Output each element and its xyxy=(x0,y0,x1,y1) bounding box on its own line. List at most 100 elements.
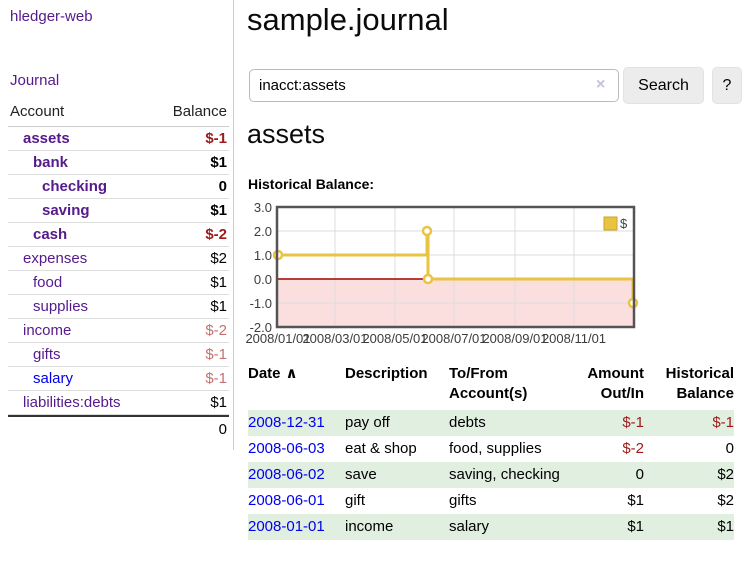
transaction-amount: $-1 xyxy=(622,414,644,431)
transaction-accounts: saving, checking xyxy=(449,466,560,483)
account-row-bank: bank $1 xyxy=(8,151,229,175)
chart-border xyxy=(275,205,636,329)
transaction-date-link[interactable]: 2008-06-01 xyxy=(248,492,325,509)
register-table: Date ∧ Description To/From Account(s) Amo… xyxy=(248,362,734,540)
register-row: 2008-06-02 save saving, checking 0 $2 xyxy=(248,462,734,488)
account-balance: $1 xyxy=(210,298,227,315)
account-column-header: Account xyxy=(10,103,65,120)
page-title: sample.journal xyxy=(247,2,449,37)
svg-text:2008/05/01: 2008/05/01 xyxy=(362,331,427,346)
account-balance: $-1 xyxy=(205,346,227,363)
svg-text:2.0: 2.0 xyxy=(254,224,272,239)
search-input[interactable] xyxy=(249,69,619,102)
svg-text:2008/03/01: 2008/03/01 xyxy=(302,331,367,346)
svg-text:2008/11/01: 2008/11/01 xyxy=(542,331,606,346)
transaction-accounts: gifts xyxy=(449,492,477,509)
account-link[interactable]: income xyxy=(23,322,72,339)
account-row-liabilities-debts: liabilities:debts $1 xyxy=(8,391,229,415)
sidebar-divider xyxy=(233,0,234,450)
account-link[interactable]: saving xyxy=(42,202,90,219)
chart-legend-swatch xyxy=(603,216,618,231)
date-header-label: Date xyxy=(248,365,281,382)
transaction-description: eat & shop xyxy=(345,440,417,457)
account-balance: $-1 xyxy=(205,370,227,387)
transaction-description: save xyxy=(345,466,377,483)
account-link[interactable]: liabilities:debts xyxy=(23,394,121,411)
transaction-accounts: salary xyxy=(449,518,490,535)
transaction-date-link[interactable]: 2008-06-02 xyxy=(248,466,325,483)
balance-column-header: Balance xyxy=(172,103,227,120)
search-button[interactable]: Search xyxy=(623,67,704,104)
transaction-amount: 0 xyxy=(635,466,644,483)
transaction-balance: 0 xyxy=(725,440,734,457)
transaction-balance: $2 xyxy=(717,492,734,509)
account-link[interactable]: salary xyxy=(33,370,74,387)
svg-text:-2.0: -2.0 xyxy=(250,320,272,335)
chart-x-ticks: 2008/01/01 2008/03/01 2008/05/01 2008/07… xyxy=(245,331,606,346)
transaction-date-link[interactable]: 2008-06-03 xyxy=(248,440,325,457)
account-balance: $1 xyxy=(210,154,227,171)
transaction-amount: $-2 xyxy=(622,440,644,457)
transaction-date-link[interactable]: 2008-01-01 xyxy=(248,518,325,535)
register-header-row: Date ∧ Description To/From Account(s) Amo… xyxy=(248,362,734,410)
chart-title: Historical Balance: xyxy=(248,176,375,192)
svg-text:0.0: 0.0 xyxy=(254,272,272,287)
transaction-balance: $1 xyxy=(717,518,734,535)
account-total-value: 0 xyxy=(218,421,227,438)
account-balance: $2 xyxy=(210,250,227,267)
transaction-accounts: food, supplies xyxy=(449,440,542,457)
account-row-food: food $1 xyxy=(8,271,229,295)
account-row-cash: cash $-2 xyxy=(8,223,229,247)
register-row: 2008-06-01 gift gifts $1 $2 xyxy=(248,488,734,514)
account-link[interactable]: gifts xyxy=(33,346,61,363)
transaction-description: gift xyxy=(345,492,366,509)
chart-y-ticks: 3.0 2.0 1.0 0.0 -1.0 -2.0 xyxy=(250,200,272,335)
account-table-header: Account Balance xyxy=(8,100,229,127)
account-row-supplies: supplies $1 xyxy=(8,295,229,319)
account-row-assets: assets $-1 xyxy=(8,127,229,151)
svg-text:1.0: 1.0 xyxy=(254,248,272,263)
brand-link[interactable]: hledger-web xyxy=(10,8,93,25)
historical-balance-chart[interactable]: $ 3.0 2.0 1.0 0.0 -1.0 -2.0 2008/01/01 2… xyxy=(240,200,742,350)
transaction-date-link[interactable]: 2008-12-31 xyxy=(248,414,325,431)
svg-text:2008/07/01: 2008/07/01 xyxy=(421,331,486,346)
account-balance: $-2 xyxy=(205,226,227,243)
account-row-checking: checking 0 xyxy=(8,175,229,199)
svg-text:2008/01/01: 2008/01/01 xyxy=(245,331,310,346)
register-header-accounts: To/From Account(s) xyxy=(449,365,528,402)
account-balance: 0 xyxy=(218,178,227,195)
account-balance: $-1 xyxy=(205,130,227,147)
account-row-gifts: gifts $-1 xyxy=(8,343,229,367)
transaction-description: pay off xyxy=(345,414,390,431)
transaction-amount: $1 xyxy=(627,492,644,509)
account-link[interactable]: assets xyxy=(23,130,70,147)
register-row: 2008-01-01 income salary $1 $1 xyxy=(248,514,734,540)
account-link[interactable]: supplies xyxy=(33,298,89,315)
sort-asc-icon: ∧ xyxy=(285,365,298,382)
transaction-amount: $1 xyxy=(627,518,644,535)
account-link[interactable]: checking xyxy=(42,178,108,195)
help-button[interactable]: ? xyxy=(712,67,742,104)
account-row-salary: salary $-1 xyxy=(8,367,229,391)
account-heading: assets xyxy=(247,119,326,149)
register-header-balance: Historical Balance xyxy=(665,365,734,402)
account-balance-table: Account Balance assets $-1 bank $1 check… xyxy=(8,100,229,442)
search-clear-icon[interactable]: × xyxy=(596,76,606,93)
register-header-amount: Amount Out/In xyxy=(587,365,644,402)
account-balance: $1 xyxy=(210,202,227,219)
account-link[interactable]: cash xyxy=(33,226,68,243)
account-row-saving: saving $1 xyxy=(8,199,229,223)
sidebar-item-journal[interactable]: Journal xyxy=(10,72,60,89)
transaction-balance: $2 xyxy=(717,466,734,483)
account-link[interactable]: food xyxy=(33,274,63,291)
chart-legend-label: $ xyxy=(620,216,628,231)
register-header-date[interactable]: Date ∧ xyxy=(248,362,345,410)
account-link[interactable]: bank xyxy=(33,154,69,171)
account-link[interactable]: expenses xyxy=(23,250,88,267)
chart-vgrid xyxy=(334,207,575,327)
account-row-expenses: expenses $2 xyxy=(8,247,229,271)
transaction-accounts: debts xyxy=(449,414,486,431)
svg-text:3.0: 3.0 xyxy=(254,200,272,215)
register-header-description: Description xyxy=(345,365,428,382)
